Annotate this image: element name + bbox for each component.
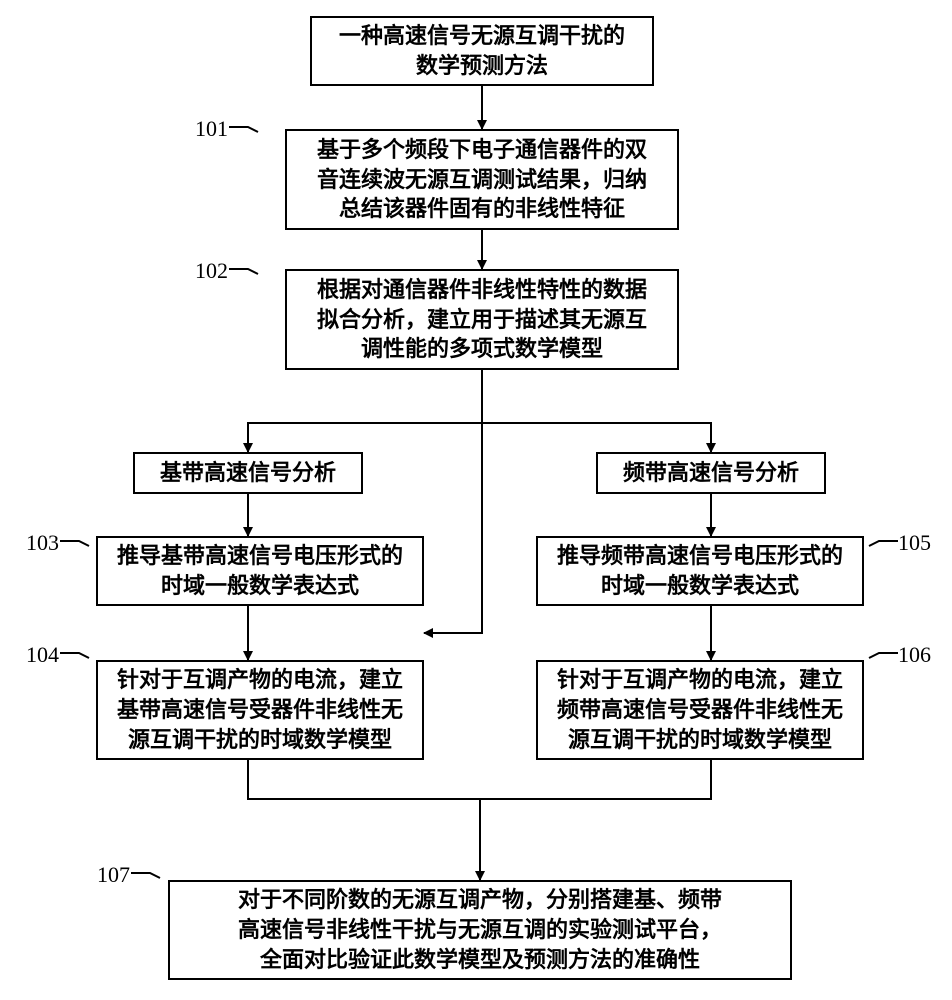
flow-connectors	[0, 0, 952, 1000]
